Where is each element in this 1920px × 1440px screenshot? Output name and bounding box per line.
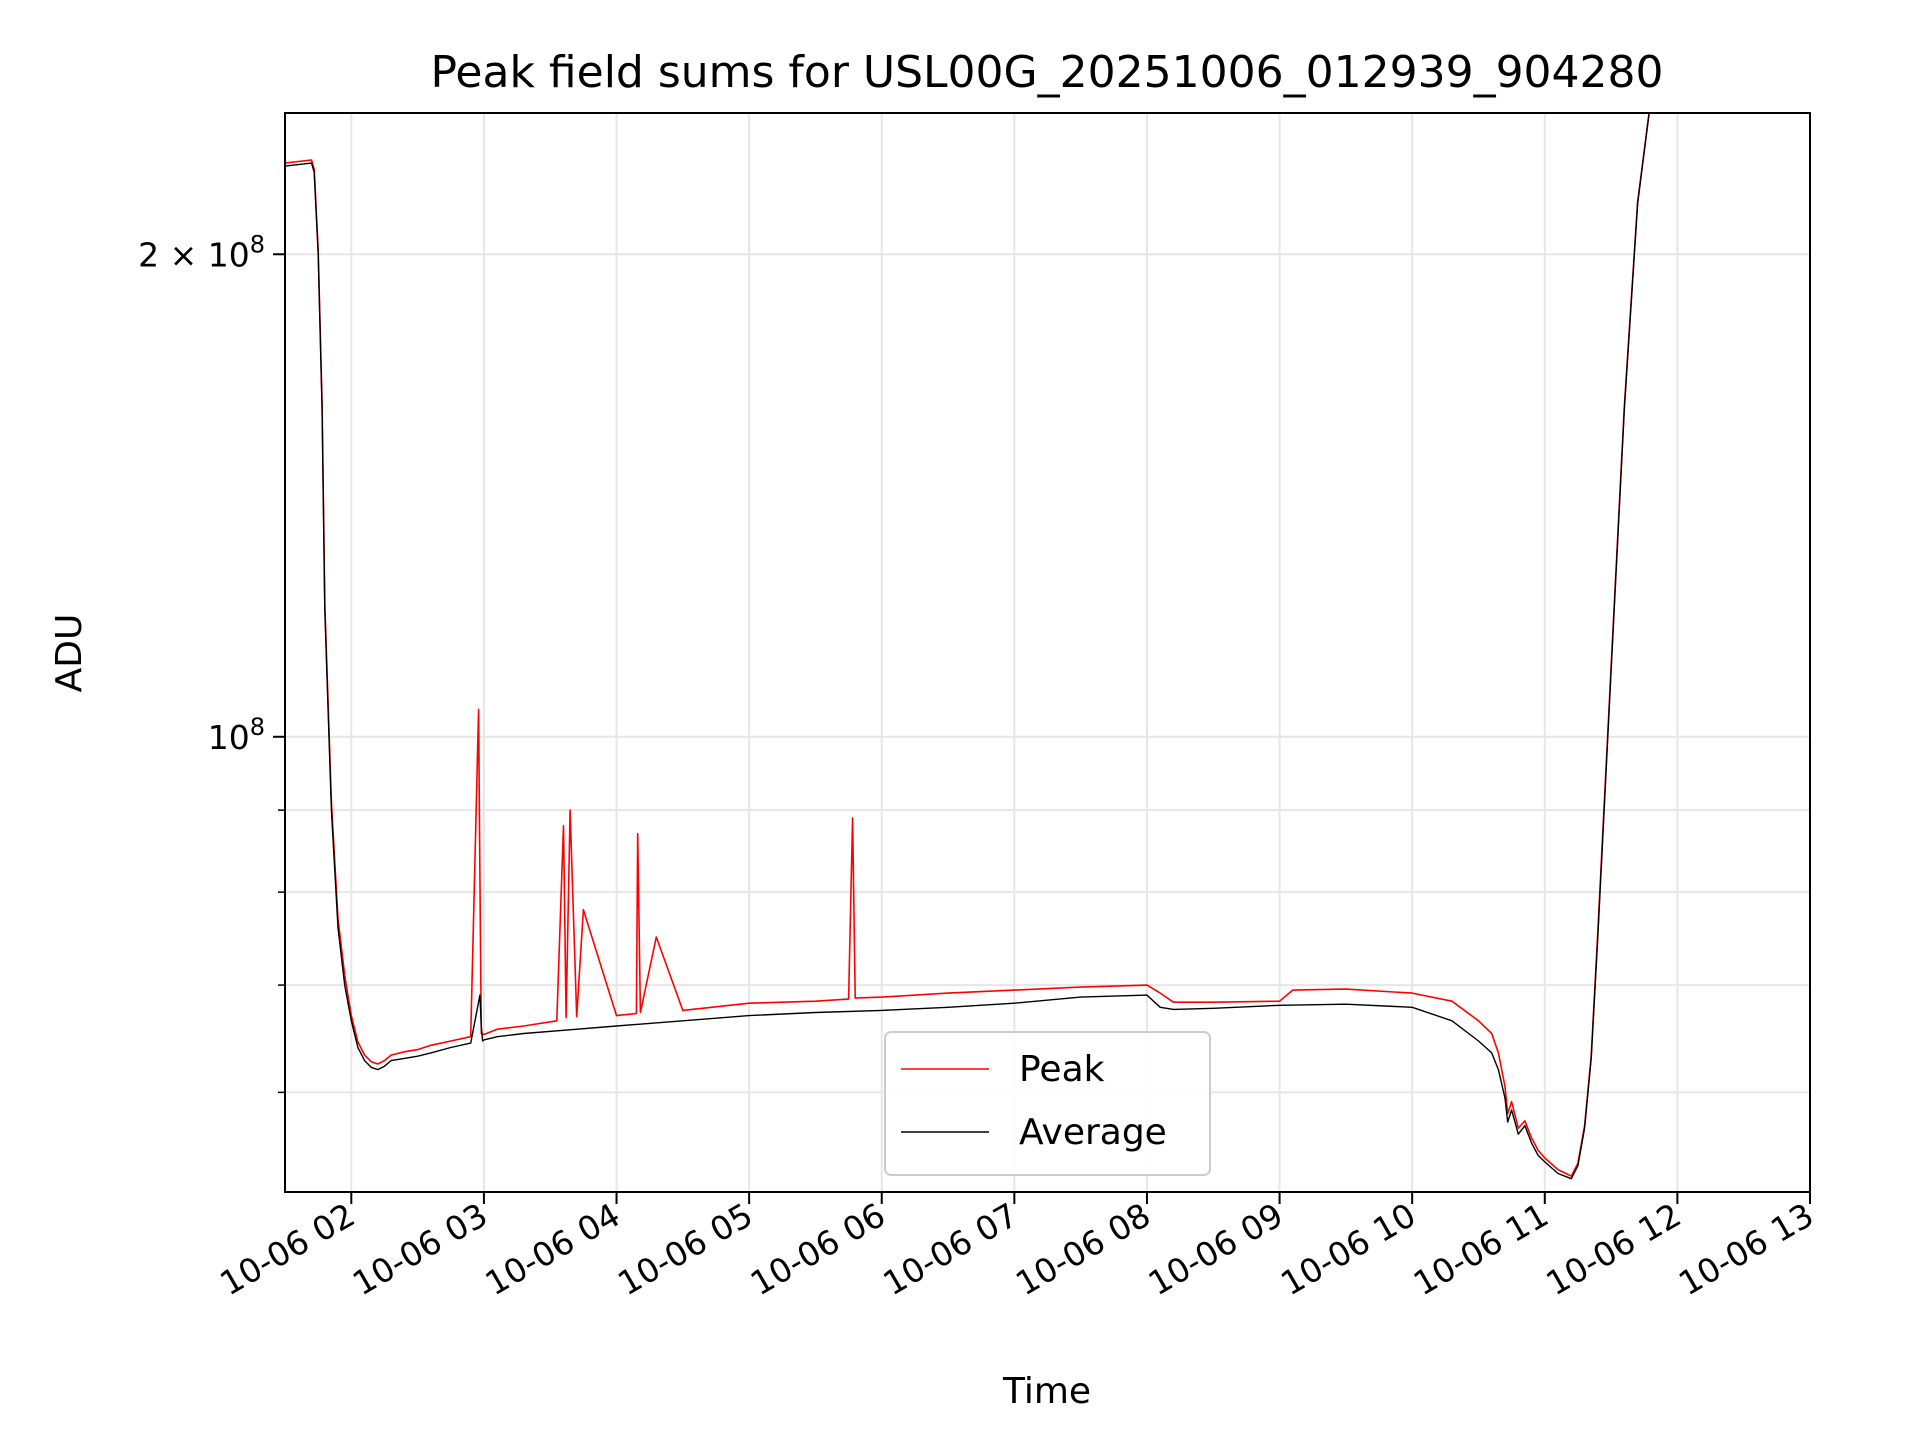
legend-label-peak: Peak [1019,1049,1105,1090]
y-axis-label: ADU [49,614,90,693]
grid [285,113,1811,1192]
legend-box [884,1031,1211,1176]
x-axis-label: Time [1002,1371,1091,1412]
legend: Peak Average [884,1031,1211,1176]
series-line-peak [285,113,1650,1177]
y-tick-label: 2 × 108 [138,230,265,274]
plot-frame [284,112,1811,1193]
series-line-average [285,113,1650,1180]
y-tick-label: 108 [208,713,265,757]
chart-title: Peak field sums for USL00G_20251006_0129… [430,47,1663,98]
series-layer [285,113,1650,1180]
legend-label-average: Average [1019,1112,1167,1153]
